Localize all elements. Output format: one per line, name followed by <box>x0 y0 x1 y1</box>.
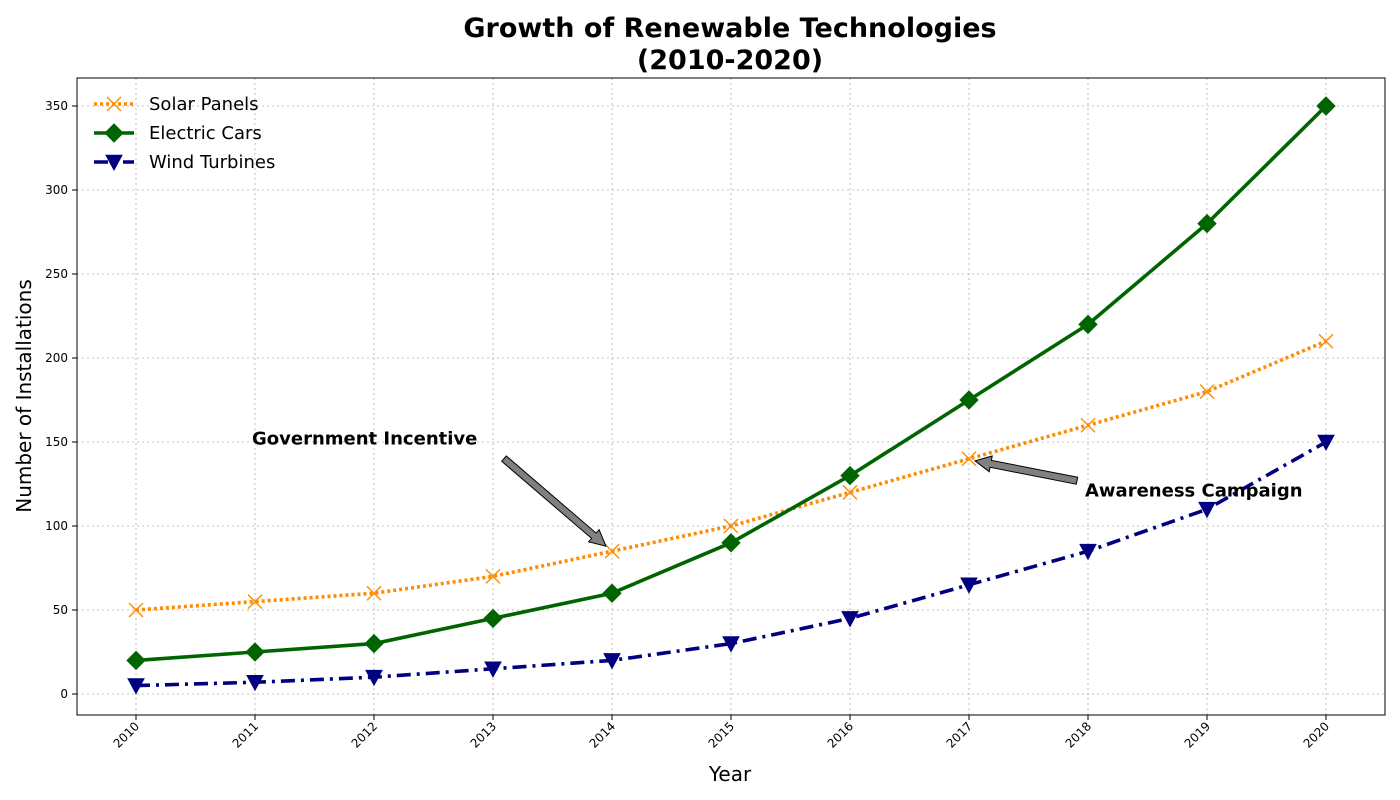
data-point-stroke <box>1080 417 1096 433</box>
data-point <box>484 661 502 678</box>
data-point <box>722 636 740 653</box>
data-point <box>1317 434 1335 452</box>
grid <box>77 78 1385 715</box>
data-point-stroke <box>128 602 144 618</box>
series-0 <box>128 333 1334 618</box>
data-point <box>1197 213 1217 234</box>
y-tick-label: 50 <box>53 603 68 617</box>
legend-item: Electric Cars <box>94 123 262 144</box>
data-point <box>841 611 859 628</box>
data-point <box>603 653 621 670</box>
legend-item: Solar Panels <box>94 94 259 115</box>
data-point <box>365 669 383 687</box>
annotation-arrow <box>500 455 607 547</box>
data-point <box>1199 384 1215 400</box>
data-point <box>126 650 146 671</box>
annotation-arrow <box>973 455 1079 485</box>
chart-title-line-2: (2010-2020) <box>637 45 823 76</box>
y-tick-label: 0 <box>60 687 68 701</box>
data-point-stroke <box>961 451 977 467</box>
series-layer <box>126 96 1336 695</box>
data-point <box>366 585 382 601</box>
data-point <box>840 465 860 486</box>
y-tick-label: 100 <box>45 519 68 533</box>
data-point <box>1080 417 1096 433</box>
legend: Solar Panels Electric Cars Wind Turbines <box>94 94 275 173</box>
y-axis-label: Number of Installations <box>12 279 36 513</box>
chart-title-line-1: Growth of Renewable Technologies <box>463 13 996 44</box>
y-tick-label: 150 <box>45 435 68 449</box>
data-point <box>1079 543 1097 561</box>
annotation-1: Awareness Campaign <box>973 455 1303 502</box>
data-point <box>1198 501 1216 519</box>
legend-marker <box>104 123 124 143</box>
legend-marker-stroke <box>106 96 122 112</box>
data-point <box>604 543 620 559</box>
data-point <box>602 583 622 603</box>
x-axis-label: Year <box>708 762 752 786</box>
data-point <box>364 633 384 654</box>
data-point <box>960 577 978 594</box>
legend-label: Electric Cars <box>149 123 262 144</box>
data-point-stroke <box>485 568 501 584</box>
data-point <box>485 568 501 584</box>
data-point <box>723 518 739 534</box>
data-point <box>127 678 145 695</box>
data-point <box>961 451 977 467</box>
data-point <box>1078 314 1098 335</box>
data-point <box>247 594 263 610</box>
data-point <box>842 484 858 500</box>
legend-label: Solar Panels <box>149 94 259 115</box>
y-tick-label: 350 <box>45 99 68 113</box>
data-point-stroke <box>723 518 739 534</box>
annotations: Government Incentive Awareness Campaign <box>252 429 1303 547</box>
data-point-stroke <box>247 594 263 610</box>
data-point <box>1316 96 1336 116</box>
y-tick-label: 250 <box>45 267 68 281</box>
data-point <box>128 602 144 618</box>
data-point <box>246 674 264 692</box>
annotation-text: Government Incentive <box>252 429 477 450</box>
data-point <box>1318 333 1334 349</box>
series-2 <box>127 434 1335 695</box>
legend-marker <box>105 154 123 172</box>
series-line <box>135 440 1327 688</box>
data-point-stroke <box>604 543 620 559</box>
legend-item: Wind Turbines <box>94 152 275 173</box>
y-tick-label: 300 <box>45 183 68 197</box>
annotation-0: Government Incentive <box>252 429 607 547</box>
y-tick-label: 200 <box>45 351 68 365</box>
data-point-stroke <box>842 484 858 500</box>
series-1 <box>126 96 1336 671</box>
data-point <box>959 390 979 410</box>
legend-label: Wind Turbines <box>149 152 275 173</box>
data-point-stroke <box>366 585 382 601</box>
data-point-stroke <box>1318 333 1334 349</box>
legend-marker <box>106 96 122 112</box>
data-point <box>483 608 503 629</box>
data-point <box>245 642 265 662</box>
data-point <box>721 533 741 553</box>
annotation-text: Awareness Campaign <box>1085 481 1303 502</box>
data-point-stroke <box>1199 384 1215 400</box>
